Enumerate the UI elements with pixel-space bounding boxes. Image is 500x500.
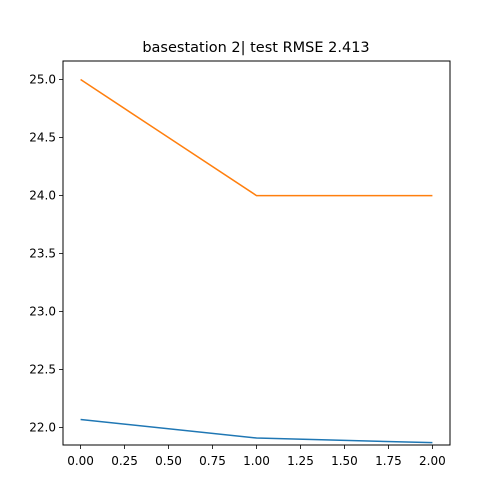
x-tick-label: 2.00 bbox=[419, 454, 446, 468]
plot-area-frame bbox=[62, 60, 451, 446]
x-tick-label: 1.00 bbox=[243, 454, 270, 468]
series-line-2 bbox=[80, 78, 433, 197]
x-tick-label: 0.75 bbox=[199, 454, 226, 468]
x-tick-label: 0.25 bbox=[111, 454, 138, 468]
x-tick-label: 1.25 bbox=[287, 454, 314, 468]
x-axis: 0.00 0.25 0.50 0.75 1.00 1.25 1.50 1.75 2.00 bbox=[67, 445, 446, 468]
chart-title: basestation 2| test RMSE 2.413 bbox=[142, 40, 369, 56]
x-tick-label: 0.00 bbox=[67, 454, 94, 468]
y-tick-label: 25.0 bbox=[29, 73, 56, 87]
series-layer bbox=[80, 78, 433, 444]
series-line-1 bbox=[80, 418, 433, 444]
y-tick-label: 22.0 bbox=[29, 421, 56, 435]
x-tick-label: 0.50 bbox=[155, 454, 182, 468]
x-tick-label: 1.75 bbox=[375, 454, 402, 468]
y-tick-label: 23.0 bbox=[29, 305, 56, 319]
y-tick-label: 22.5 bbox=[29, 363, 56, 377]
y-tick-label: 23.5 bbox=[29, 247, 56, 261]
y-tick-label: 24.5 bbox=[29, 131, 56, 145]
y-tick-label: 24.0 bbox=[29, 189, 56, 203]
x-tick-label: 1.50 bbox=[331, 454, 358, 468]
y-axis: 22.0 22.5 23.0 23.5 24.0 24.5 25.0 bbox=[29, 73, 63, 435]
